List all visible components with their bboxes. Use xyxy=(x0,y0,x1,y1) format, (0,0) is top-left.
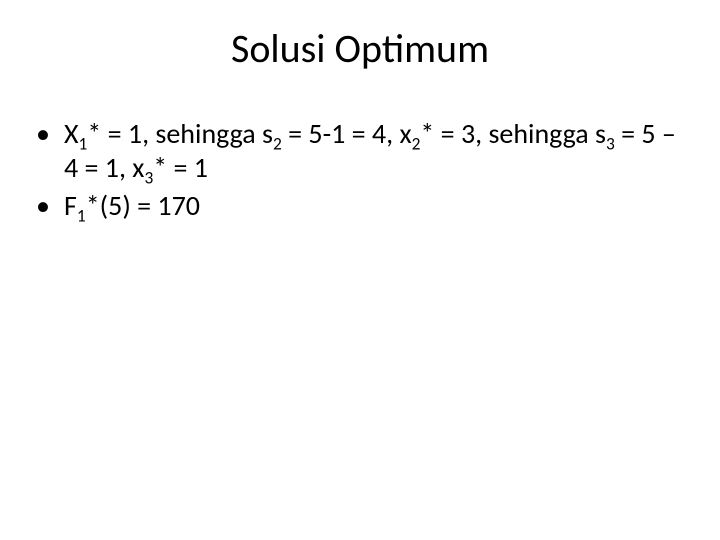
bullet-list: X1* = 1, sehingga s2 = 5-1 = 4, x2* = 3,… xyxy=(36,117,684,223)
slide: Solusi Optimum X1* = 1, sehingga s2 = 5-… xyxy=(0,0,720,540)
subscript: 3 xyxy=(144,167,153,189)
subscript: 2 xyxy=(273,133,282,155)
subscript: 2 xyxy=(412,133,421,155)
bullet-item: F1*(5) = 170 xyxy=(36,189,684,223)
subscript: 3 xyxy=(606,133,615,155)
slide-title: Solusi Optimum xyxy=(0,0,720,81)
bullet-item: X1* = 1, sehingga s2 = 5-1 = 4, x2* = 3,… xyxy=(36,117,684,185)
subscript: 1 xyxy=(77,205,86,227)
subscript: 1 xyxy=(79,133,88,155)
slide-body: X1* = 1, sehingga s2 = 5-1 = 4, x2* = 3,… xyxy=(0,81,720,223)
